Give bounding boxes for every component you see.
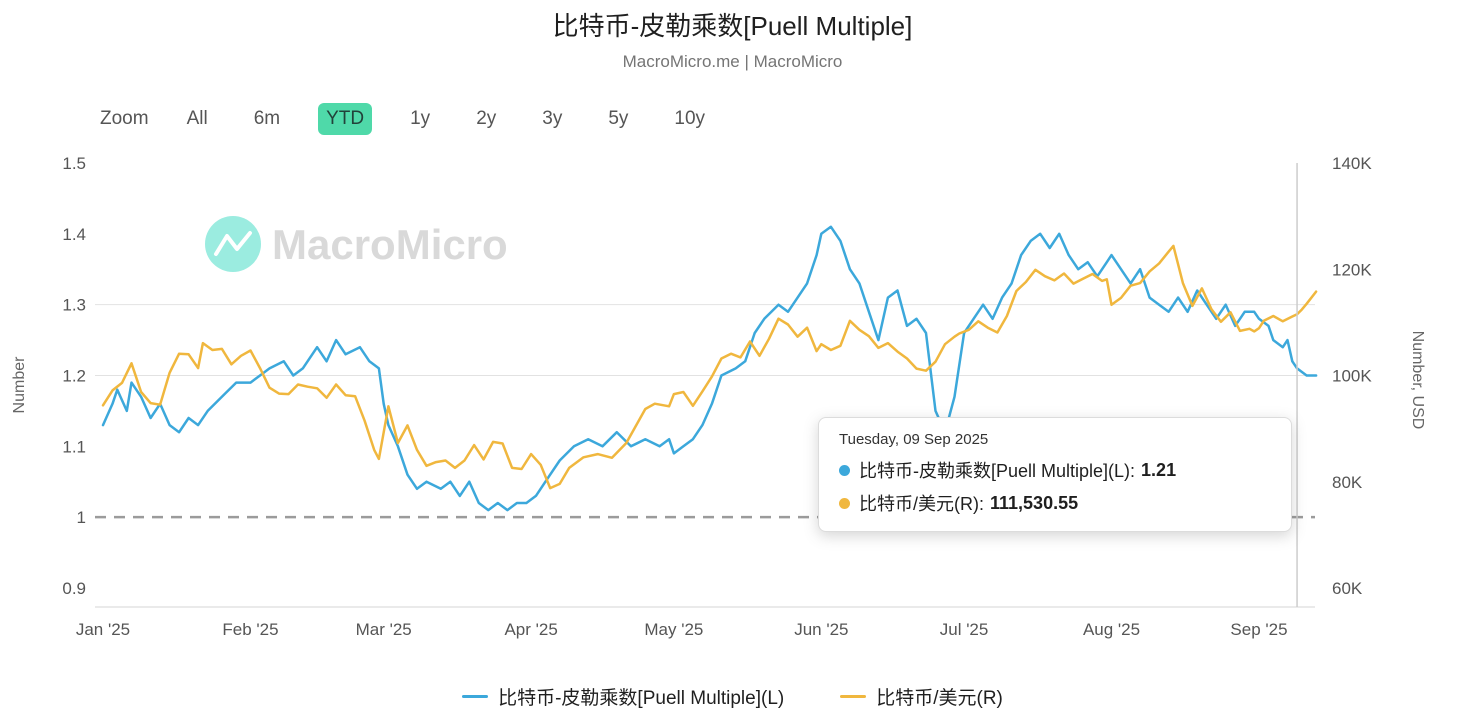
- series-dot-icon: [839, 464, 850, 476]
- y-left-tick-label: 1.4: [62, 225, 86, 244]
- zoom-label: Zoom: [100, 108, 149, 129]
- x-tick-label: Sep '25: [1230, 620, 1287, 639]
- macromicro-watermark: MacroMicro: [205, 216, 508, 272]
- chart-tooltip: Tuesday, 09 Sep 2025 比特币-皮勒乘数[Puell Mult…: [818, 417, 1292, 532]
- legend-swatch-icon: [840, 695, 867, 698]
- tooltip-row: 比特币/美元(R): 111,530.55: [839, 490, 1271, 516]
- series-line-puell-multiple[interactable]: [101, 225, 1318, 512]
- range-button-10y[interactable]: 10y: [674, 108, 706, 129]
- tooltip-rows: 比特币-皮勒乘数[Puell Multiple](L): 1.21 比特币/美元(R…: [839, 457, 1271, 516]
- y-left-axis-title: Number: [11, 356, 28, 414]
- x-tick-label: Aug '25: [1083, 620, 1140, 639]
- tooltip-value: 111,530.55: [990, 492, 1079, 513]
- y-right-tick-label: 120K: [1332, 260, 1372, 279]
- legend-label: 比特币/美元(R): [876, 688, 1003, 709]
- y-left-tick-label: 1.2: [62, 367, 86, 386]
- y-left-tick-label: 1: [77, 508, 86, 527]
- y-right-axis-title: Number, USD: [1409, 331, 1426, 430]
- x-tick-label: Jun '25: [794, 620, 848, 639]
- y-left-tick-label: 1.1: [62, 437, 86, 456]
- y-right-tick-label: 100K: [1332, 367, 1372, 386]
- legend-item-btc-usd[interactable]: 比特币/美元(R): [840, 683, 1003, 710]
- series-dot-icon: [839, 497, 850, 509]
- y-right-tick-label: 60K: [1332, 579, 1363, 598]
- x-tick-label: Jan '25: [76, 620, 130, 639]
- range-button-all[interactable]: All: [186, 108, 208, 129]
- y-right-tick-label: 140K: [1332, 154, 1372, 173]
- tooltip-label: 比特币/美元(R):: [859, 494, 984, 514]
- legend-item-puell-multiple[interactable]: 比特币-皮勒乘数[Puell Multiple](L): [462, 683, 784, 710]
- range-button-1y[interactable]: 1y: [410, 108, 431, 129]
- tooltip-label: 比特币-皮勒乘数[Puell Multiple](L):: [859, 461, 1136, 481]
- tooltip-date: Tuesday, 09 Sep 2025: [839, 431, 989, 448]
- tooltip-value: 1.21: [1141, 459, 1177, 480]
- range-buttons: All 6m YTD 1y 2y 3y 5y 10y: [179, 103, 713, 135]
- page-subtitle: MacroMicro.me | MacroMicro: [622, 52, 843, 71]
- y-right-tick-label: 80K: [1332, 473, 1363, 492]
- watermark-text: MacroMicro: [272, 221, 508, 268]
- x-tick-label: Mar '25: [356, 620, 412, 639]
- chart-legend: 比特币-皮勒乘数[Puell Multiple](L) 比特币/美元(R): [0, 683, 1465, 710]
- y-left-tick-label: 0.9: [62, 579, 86, 598]
- x-tick-label: Jul '25: [940, 620, 989, 639]
- range-button-ytd[interactable]: YTD: [318, 103, 373, 135]
- range-button-3y[interactable]: 3y: [542, 108, 563, 129]
- x-tick-label: May '25: [644, 620, 703, 639]
- range-button-5y[interactable]: 5y: [608, 108, 629, 129]
- legend-label: 比特币-皮勒乘数[Puell Multiple](L): [498, 688, 785, 709]
- y-left-tick-label: 1.5: [62, 154, 86, 173]
- series-line-btc-usd[interactable]: [101, 244, 1318, 490]
- y-left-tick-label: 1.3: [62, 296, 86, 315]
- legend-swatch-icon: [462, 695, 489, 698]
- x-tick-label: Feb '25: [222, 620, 278, 639]
- x-tick-label: Apr '25: [504, 620, 557, 639]
- range-button-6m[interactable]: 6m: [253, 108, 281, 129]
- range-selector: Zoom All 6m YTD 1y 2y 3y 5y 10y: [100, 103, 713, 135]
- tooltip-row: 比特币-皮勒乘数[Puell Multiple](L): 1.21: [839, 457, 1271, 483]
- range-button-2y[interactable]: 2y: [476, 108, 497, 129]
- page-title: 比特币-皮勒乘数[Puell Multiple]: [552, 11, 913, 41]
